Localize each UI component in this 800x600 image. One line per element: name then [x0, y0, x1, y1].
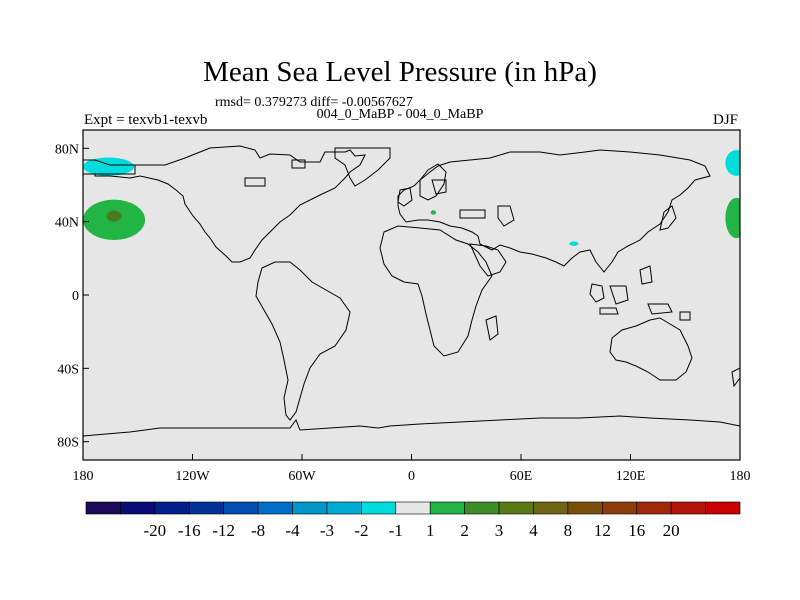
colorbar-label: -2: [354, 521, 368, 540]
colorbar-swatch: [533, 501, 569, 515]
coastline-north-america: [94, 145, 366, 263]
colorbar-swatch: [705, 501, 741, 515]
coastline-antarctica: [82, 415, 741, 437]
colorbar-label: -4: [285, 521, 300, 540]
colorbar-label: -8: [251, 521, 265, 540]
season-label: DJF: [713, 112, 739, 128]
y-tick-label: 0: [72, 289, 79, 304]
coastline-inland-seas: [431, 179, 515, 227]
map-title: Mean Sea Level Pressure (in hPa): [203, 56, 597, 88]
coastline-arctic-islands: [244, 159, 306, 187]
colorbar-swatch: [188, 501, 224, 515]
colorbar-label: 16: [628, 521, 645, 540]
colorbar-swatch: [120, 501, 156, 515]
colorbar-label: 4: [529, 521, 538, 540]
coastline-madagascar: [485, 315, 499, 341]
coastline-layer: [82, 145, 741, 437]
colorbar-swatch: [636, 501, 672, 515]
coastline-eurasia: [397, 149, 711, 273]
y-tick-label: 40S: [57, 362, 79, 377]
x-tick-label: 60W: [288, 469, 316, 484]
x-tick-label: 120E: [616, 469, 646, 484]
anomaly-east-arctic-low: [725, 150, 740, 176]
colorbar-swatch: [223, 501, 259, 515]
experiment-label: Expt = texvb1-texvb: [84, 112, 208, 128]
x-tick-label: 120W: [175, 469, 210, 484]
coastline-north-pacific-islands: [83, 159, 140, 175]
colorbar-swatch: [602, 501, 638, 515]
colorbar-label: -20: [144, 521, 167, 540]
colorbar-label: 12: [594, 521, 611, 540]
anomaly-mediterranean-high: [430, 210, 437, 215]
coastline-africa: [379, 225, 493, 357]
colorbar-label: -12: [212, 521, 235, 540]
colorbar-swatch: [670, 501, 706, 515]
colorbar: -20 -16 -12 -8 -4 -3 -2 -1 1 2 3 4 8 12 16 20: [85, 501, 741, 540]
anomaly-north-pacific-arctic-low: [83, 157, 135, 176]
y-axis: 80N 40N 0 40S 80S: [55, 142, 89, 451]
colorbar-swatch: [464, 501, 500, 515]
y-tick-label: 80S: [57, 436, 79, 451]
x-tick-label: 180: [73, 469, 94, 484]
coastline-greenland: [334, 147, 391, 187]
colorbar-swatch: [292, 501, 328, 515]
coastline-arabia: [469, 243, 507, 277]
colorbar-label: 8: [564, 521, 573, 540]
y-tick-label: 80N: [55, 142, 79, 157]
x-tick-label: 0: [408, 469, 415, 484]
coastline-british-isles: [397, 187, 413, 207]
coastline-se-asia-islands: [589, 265, 691, 321]
colorbar-label: 3: [495, 521, 504, 540]
anomaly-layer: [83, 150, 740, 246]
stats-line: rmsd= 0.379273 diff= -0.00567627: [215, 95, 413, 110]
anomaly-east-pacific-high: [725, 197, 740, 239]
anomaly-himalaya-low: [569, 241, 579, 246]
colorbar-swatch: [567, 501, 603, 515]
colorbar-swatch: [498, 501, 534, 515]
coastline-south-america: [255, 261, 351, 421]
colorbar-swatch: [85, 501, 121, 515]
colorbar-label: -3: [320, 521, 334, 540]
x-axis: 180 120W 60W 0 60E 120E 180: [73, 454, 751, 484]
map-background: [83, 130, 740, 460]
coastline-scandinavia: [419, 163, 447, 201]
colorbar-label: -16: [178, 521, 201, 540]
coastline-japan: [659, 205, 677, 231]
colorbar-swatch: [395, 501, 431, 515]
colorbar-label: 2: [460, 521, 469, 540]
colorbar-label: 1: [426, 521, 435, 540]
colorbar-swatch: [154, 501, 190, 515]
x-tick-label: 60E: [510, 469, 533, 484]
colorbar-swatch: [257, 501, 293, 515]
x-tick-label: 180: [730, 469, 751, 484]
case-subtitle: 004_0_MaBP - 004_0_MaBP: [316, 107, 484, 122]
colorbar-label: 20: [663, 521, 680, 540]
coastline-australia: [609, 317, 693, 381]
y-tick-label: 40N: [55, 216, 79, 231]
colorbar-label: -1: [389, 521, 403, 540]
anomaly-north-pacific-high-core: [106, 210, 122, 222]
colorbar-swatch: [361, 501, 397, 515]
colorbar-swatch: [326, 501, 362, 515]
colorbar-swatch: [429, 501, 465, 515]
